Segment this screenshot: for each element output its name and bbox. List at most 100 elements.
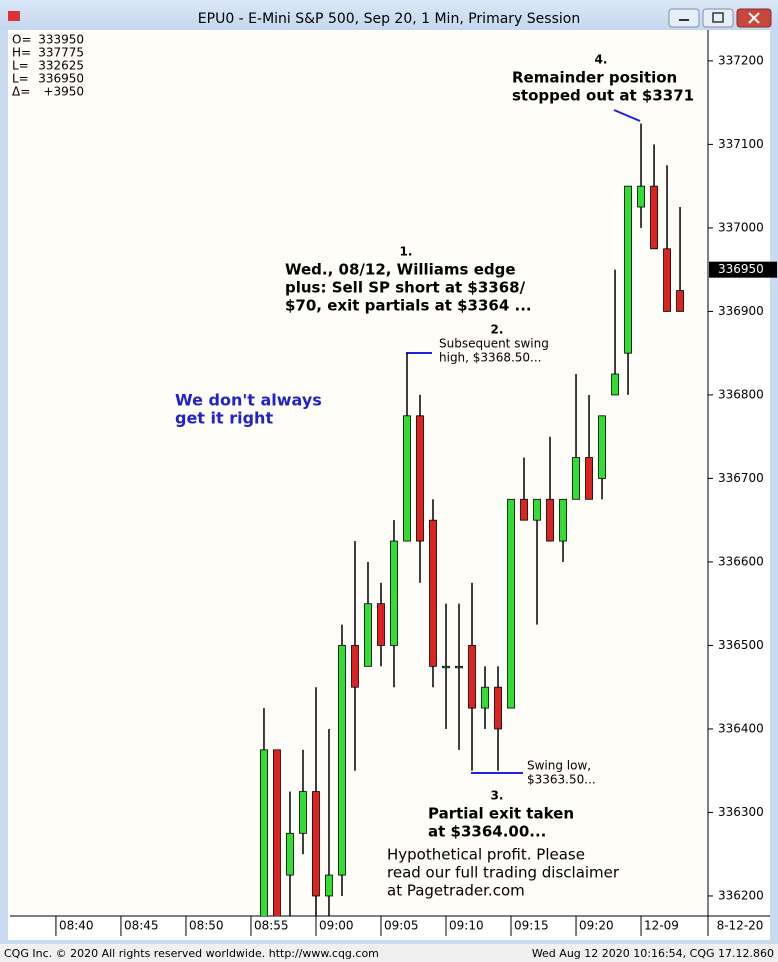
- x-tick-label: 08:55: [254, 919, 289, 933]
- header-value: 332625: [38, 59, 84, 73]
- x-tick-label: 09:05: [384, 919, 419, 933]
- candle-body: [598, 415, 606, 479]
- y-tick-label: 337100: [718, 137, 764, 151]
- y-tick-label: 336200: [718, 888, 764, 902]
- x-tick-label: 12-09: [644, 919, 679, 933]
- y-tick-label: 336300: [718, 805, 764, 819]
- annotation-text: high, $3368.50...: [439, 351, 542, 365]
- annotation-text: $3363.50...: [527, 773, 596, 787]
- candle-body: [650, 185, 658, 250]
- annotation-text: at Pagetrader.com: [387, 882, 525, 900]
- y-tick-label: 336600: [718, 554, 764, 568]
- annotation-text: Remainder position: [512, 69, 677, 87]
- candle-body: [624, 185, 632, 354]
- x-tick-label: 08:50: [189, 919, 224, 933]
- annotation-text: read our full trading disclaimer: [387, 864, 620, 882]
- close-icon: [748, 12, 760, 24]
- stop-line: [613, 109, 641, 122]
- last-price-box: [709, 261, 777, 278]
- header-value: 337775: [38, 46, 84, 60]
- y-tick-label: 336400: [718, 721, 764, 735]
- x-tick-label: 09:10: [449, 919, 484, 933]
- date-label: 8-12-20: [717, 919, 764, 933]
- annotation-text: stopped out at $3371: [512, 87, 694, 105]
- candle-body: [546, 498, 554, 542]
- candle-body: [676, 290, 684, 312]
- annotation-text: 3.: [491, 789, 504, 803]
- annotation-text: 4.: [595, 53, 608, 67]
- candle-body: [663, 248, 671, 312]
- x-tick-label: 09:15: [514, 919, 549, 933]
- y-tick-label: 336500: [718, 638, 764, 652]
- header-label: L=: [12, 59, 29, 73]
- title-bar: [0, 0, 778, 30]
- candle-body: [286, 832, 294, 876]
- candles: [260, 123, 684, 916]
- candle-body: [507, 498, 515, 709]
- x-tick-label: 08:45: [124, 919, 159, 933]
- candle-body: [611, 373, 619, 396]
- header-label: O=: [12, 33, 32, 47]
- x-tick-label: 09:00: [319, 919, 354, 933]
- candle-body: [403, 415, 411, 542]
- candle-body: [377, 603, 385, 646]
- candle-body: [312, 791, 320, 897]
- header-value: 336950: [38, 72, 84, 86]
- candle-body: [338, 645, 346, 876]
- candle-body: [260, 749, 268, 916]
- y-tick-label: 336700: [718, 471, 764, 485]
- annotation-text: $70, exit partials at $3364 ...: [285, 297, 532, 315]
- candle-body: [637, 185, 645, 208]
- minimize-button[interactable]: [668, 8, 700, 28]
- candle-body: [572, 457, 580, 500]
- y-tick-label: 337200: [718, 53, 764, 67]
- annotation-text: We don't always: [175, 391, 322, 410]
- header-label: H=: [12, 46, 31, 60]
- candle-body: [520, 498, 528, 521]
- candle-body: [533, 498, 541, 521]
- candle-body: [364, 603, 372, 667]
- header-label: L=: [12, 72, 29, 86]
- candle-body: [455, 665, 463, 669]
- candle-body: [299, 791, 307, 834]
- candle-body: [442, 665, 450, 669]
- header-value: 333950: [38, 33, 84, 47]
- status-left: CQG Inc. © 2020 All rights reserved worl…: [4, 947, 379, 960]
- status-right: Wed Aug 12 2020 10:16:54, CQG 17.12.860: [532, 947, 774, 960]
- app-icon: [8, 11, 20, 21]
- annotation-text: get it right: [175, 409, 273, 428]
- annotation-text: 1.: [400, 245, 413, 259]
- candle-body: [585, 457, 593, 500]
- candle-body: [390, 540, 398, 646]
- header-value: +3950: [43, 85, 84, 99]
- y-tick-label: 336900: [718, 304, 764, 318]
- candle-body: [481, 686, 489, 709]
- y-tick-label: 337000: [718, 220, 764, 234]
- status-bar: [0, 944, 778, 962]
- candle-body: [429, 519, 437, 667]
- last-price-label: 336950: [718, 262, 764, 276]
- annotation-text: Partial exit taken: [428, 805, 574, 823]
- y-tick-label: 336800: [718, 387, 764, 401]
- annotation-text: 2.: [491, 323, 504, 337]
- annotation-text: Swing low,: [527, 759, 591, 773]
- candle-body: [559, 498, 567, 542]
- header-label: Δ=: [12, 85, 30, 99]
- candle-body: [416, 415, 424, 542]
- maximize-icon: [712, 12, 724, 23]
- x-tick-label: 08:40: [59, 919, 94, 933]
- candle-body: [468, 645, 476, 709]
- annotation-text: Subsequent swing: [439, 337, 549, 351]
- maximize-button[interactable]: [702, 8, 734, 28]
- annotation-text: Hypothetical profit. Please: [387, 846, 585, 864]
- candle-body: [351, 645, 359, 688]
- annotation-text: at $3364.00...: [428, 823, 546, 841]
- annotation-text: plus: Sell SP short at $3368/: [285, 279, 526, 297]
- candle-body: [325, 874, 333, 897]
- candle-body: [494, 686, 502, 730]
- candle-body: [273, 749, 281, 916]
- annotation-text: Wed., 08/12, Williams edge: [285, 261, 516, 279]
- x-tick-label: 09:20: [579, 919, 614, 933]
